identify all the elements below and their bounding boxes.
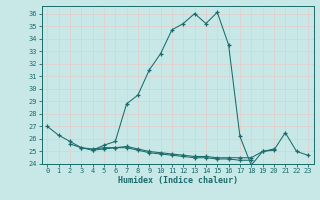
X-axis label: Humidex (Indice chaleur): Humidex (Indice chaleur) bbox=[118, 176, 237, 185]
